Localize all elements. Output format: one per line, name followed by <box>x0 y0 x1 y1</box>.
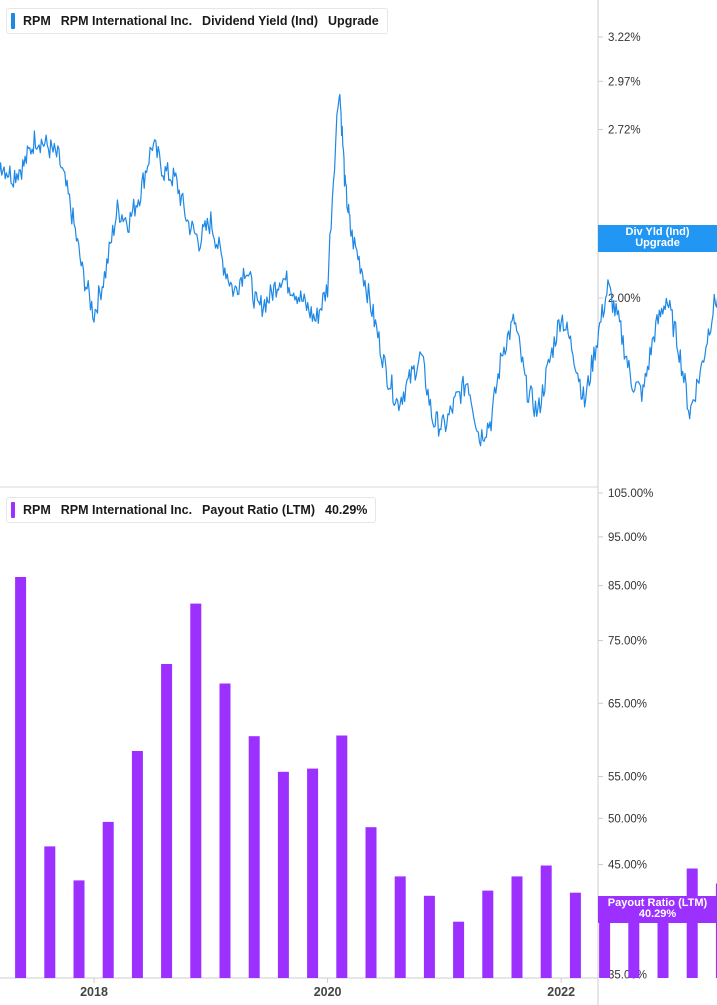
payout-tick-label: 65.00% <box>608 698 647 710</box>
dividend-yield-value-tag[interactable]: Div Yld (Ind) Upgrade <box>598 225 717 252</box>
payout-axis: 105.00% 95.00% 85.00% 75.00% 65.00% 55.00% 50.… <box>598 488 653 982</box>
y-tick-label: 2.00% <box>608 293 641 305</box>
legend-ticker: RPM <box>23 14 51 28</box>
tag-value: 40.29% <box>638 908 677 920</box>
payout-bar[interactable] <box>307 768 319 978</box>
payout-bars[interactable] <box>0 577 717 978</box>
payout-tick-label: 85.00% <box>608 581 647 593</box>
payout-bar[interactable] <box>190 603 202 978</box>
y-tick-label: 2.72% <box>608 124 641 136</box>
payout-bar[interactable] <box>482 890 494 978</box>
x-axis: 20182020202220242026 <box>80 978 575 999</box>
payout-legend-swatch <box>11 502 15 518</box>
payout-bar[interactable] <box>715 883 717 979</box>
payout-bar[interactable] <box>511 876 523 978</box>
dividend-yield-legend[interactable]: RPM RPM International Inc. Dividend Yiel… <box>6 8 388 34</box>
y-tick-label: 3.47% <box>608 0 641 3</box>
dividend-yield-line[interactable] <box>0 93 717 474</box>
payout-bar[interactable] <box>219 683 231 979</box>
legend-value[interactable]: Upgrade <box>328 14 379 28</box>
payout-tick-label: 75.00% <box>608 636 647 648</box>
payout-bar[interactable] <box>569 892 581 978</box>
payout-bar[interactable] <box>44 846 56 978</box>
x-tick-label: 2018 <box>80 985 108 999</box>
payout-bar[interactable] <box>73 880 85 978</box>
payout-bar[interactable] <box>394 876 406 978</box>
yield-legend-swatch <box>11 13 15 29</box>
tag-label: Div Yld (Ind) <box>625 226 690 238</box>
payout-bar[interactable] <box>628 915 640 978</box>
payout-tick-label: 105.00% <box>608 488 653 500</box>
payout-ratio-value-tag: Payout Ratio (LTM) 40.29% <box>598 896 717 923</box>
payout-bar[interactable] <box>161 664 173 978</box>
payout-bar[interactable] <box>423 895 435 978</box>
payout-bar[interactable] <box>686 868 698 979</box>
payout-tick-label: 35.00% <box>608 970 647 982</box>
y-tick-label: 3.22% <box>608 32 641 44</box>
yield-line-group[interactable] <box>0 93 717 474</box>
payout-tick-label: 45.00% <box>608 860 647 872</box>
payout-bar[interactable] <box>336 735 348 979</box>
tag-label: Payout Ratio (LTM) <box>607 897 708 909</box>
yield-axis: 3.47% 3.22% 2.97% 2.72% 2.00% <box>598 0 641 305</box>
legend-ticker: RPM <box>23 503 51 517</box>
payout-bar[interactable] <box>657 907 669 979</box>
legend-company: RPM International Inc. <box>60 14 193 28</box>
payout-tick-label: 50.00% <box>608 813 647 825</box>
payout-bar[interactable] <box>365 827 377 978</box>
payout-bar[interactable] <box>102 821 114 978</box>
payout-bar[interactable] <box>131 751 143 978</box>
payout-bar[interactable] <box>540 865 552 979</box>
legend-metric: Payout Ratio (LTM) <box>202 503 315 517</box>
payout-bar[interactable] <box>248 736 260 978</box>
y-tick-label: 2.97% <box>608 76 641 88</box>
legend-metric: Dividend Yield (Ind) <box>202 14 319 28</box>
x-tick-label: 2022 <box>547 985 575 999</box>
payout-bar[interactable] <box>15 577 27 978</box>
x-tick-label: 2020 <box>314 985 342 999</box>
legend-value: 40.29% <box>325 503 368 517</box>
tag-value: Upgrade <box>635 237 680 249</box>
chart-frame <box>0 0 599 1005</box>
payout-tick-label: 95.00% <box>608 532 647 544</box>
payout-ratio-legend[interactable]: RPM RPM International Inc. Payout Ratio … <box>6 497 377 523</box>
payout-bar[interactable] <box>277 771 289 978</box>
payout-bar[interactable] <box>599 915 611 978</box>
payout-bar[interactable] <box>453 921 465 978</box>
legend-company: RPM International Inc. <box>60 503 193 517</box>
payout-tick-label: 55.00% <box>608 772 647 784</box>
